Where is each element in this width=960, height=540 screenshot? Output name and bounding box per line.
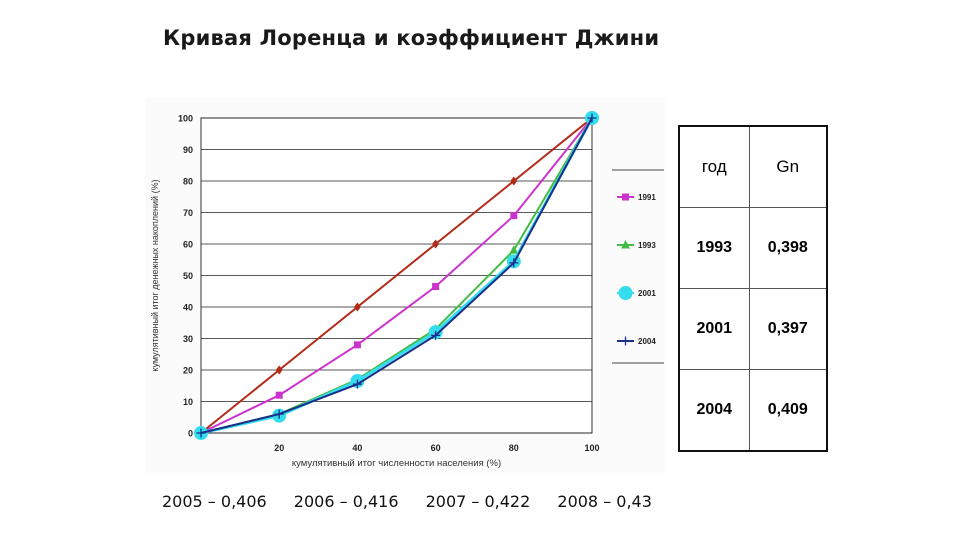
footer-item: 2005 – 0,406 bbox=[162, 492, 267, 511]
table-cell-gn: 0,398 bbox=[748, 207, 828, 289]
x-tick-label: 40 bbox=[352, 443, 362, 453]
y-tick-label: 20 bbox=[183, 366, 193, 376]
table-cell-year: 1993 bbox=[678, 207, 750, 289]
footer-item: 2006 – 0,416 bbox=[293, 492, 399, 511]
series-line bbox=[200, 117, 593, 434]
y-axis-label: кумулятивный итог денежных накоплений (%… bbox=[150, 179, 160, 371]
y-tick-label: 40 bbox=[183, 303, 193, 313]
data-point bbox=[587, 113, 597, 123]
footer-item: 2007 – 0,422 bbox=[425, 492, 531, 511]
y-tick-label: 60 bbox=[183, 240, 193, 250]
page-title: Кривая Лоренца и коэффициент Джини bbox=[163, 26, 660, 50]
table-cell-gn: 0,397 bbox=[748, 288, 828, 370]
y-tick-label: 100 bbox=[178, 114, 193, 124]
gini-footer: 2005 – 0,406 2006 – 0,416 2007 – 0,422 2… bbox=[162, 492, 674, 511]
legend-label: 1993 bbox=[638, 241, 656, 250]
table-cell-year: 2001 bbox=[678, 288, 750, 370]
data-point bbox=[432, 239, 440, 249]
data-point bbox=[275, 365, 283, 375]
x-tick-label: 80 bbox=[509, 443, 519, 453]
gini-table: год Gn 1993 0,398 2001 0,397 2004 0,409 bbox=[678, 125, 828, 452]
y-tick-label: 50 bbox=[183, 271, 193, 281]
legend-label: 2001 bbox=[638, 289, 656, 298]
data-point bbox=[431, 330, 441, 340]
y-tick-label: 90 bbox=[183, 145, 193, 155]
table-row: 1993 0,398 bbox=[678, 207, 828, 289]
table-header-gn: Gn bbox=[748, 125, 828, 208]
data-point bbox=[275, 391, 283, 399]
data-point bbox=[432, 283, 440, 291]
data-point bbox=[510, 212, 518, 220]
series-line bbox=[200, 117, 593, 434]
table-row: 2004 0,409 bbox=[678, 369, 828, 452]
table-cell-gn: 0,409 bbox=[748, 369, 828, 452]
x-tick-label: 100 bbox=[584, 443, 599, 453]
data-point bbox=[353, 341, 361, 349]
table-header-row: год Gn bbox=[678, 125, 828, 208]
data-point bbox=[510, 176, 518, 186]
data-point bbox=[622, 193, 629, 201]
x-tick-label: 60 bbox=[431, 443, 441, 453]
data-point bbox=[509, 245, 519, 254]
x-axis-label: кумулятивный итог численности населения … bbox=[292, 458, 501, 469]
table-header-year: год bbox=[678, 125, 750, 208]
lorenz-chart: 0 10 20 30 40 50 60 70 80 90 100 20 40 60 80 100 кумулят… bbox=[145, 98, 665, 473]
table-cell-year: 2004 bbox=[678, 369, 750, 452]
data-point bbox=[618, 286, 633, 300]
data-point bbox=[509, 258, 519, 268]
x-tick-label: 20 bbox=[274, 443, 284, 453]
data-point bbox=[274, 409, 284, 419]
lorenz-chart-svg: 0 10 20 30 40 50 60 70 80 90 100 20 40 60 80 100 кумулят… bbox=[150, 111, 664, 469]
y-tick-label: 80 bbox=[183, 177, 193, 187]
data-point bbox=[352, 379, 362, 389]
y-tick-label: 0 bbox=[188, 429, 193, 439]
y-tick-label: 70 bbox=[183, 208, 193, 218]
y-tick-label: 10 bbox=[183, 397, 193, 407]
data-point bbox=[621, 336, 630, 346]
data-point bbox=[196, 428, 206, 438]
y-tick-label: 30 bbox=[183, 334, 193, 344]
series-line bbox=[200, 117, 593, 434]
data-point bbox=[621, 240, 630, 249]
legend-label: 1991 bbox=[638, 193, 656, 202]
table-row: 2001 0,397 bbox=[678, 288, 828, 370]
data-point bbox=[353, 302, 361, 312]
footer-item: 2008 – 0,43 bbox=[557, 492, 652, 511]
legend-label: 2004 bbox=[638, 337, 656, 346]
